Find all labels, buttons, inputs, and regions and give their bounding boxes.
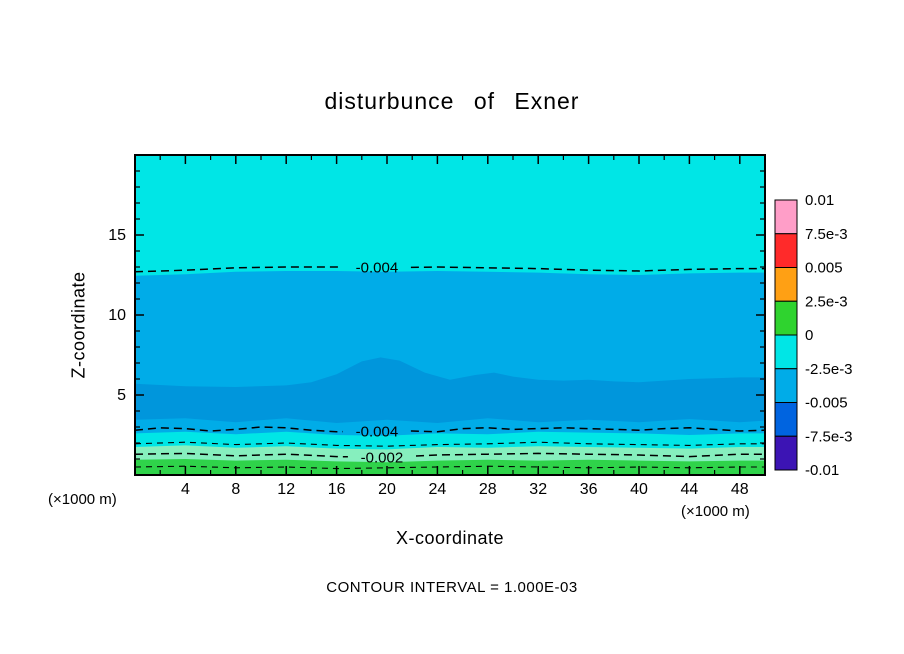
colorbar-tick-label: -0.01 (805, 462, 839, 479)
colorbar-tick-label: -7.5e-3 (805, 428, 853, 445)
x-tick-label: 8 (231, 481, 240, 498)
z-tick-label: 5 (117, 387, 126, 404)
colorbar-segment (774, 300, 798, 336)
contour-lines: -0.004 -0.004 -0.002 (134, 260, 766, 470)
fill-band-green_surface (135, 459, 765, 475)
z-axis-label: Z-coordinate (68, 271, 89, 379)
colorbar-segment (774, 233, 798, 268)
colorbar-tick-label: -2.5e-3 (805, 361, 853, 378)
x-tick-label: 48 (731, 481, 749, 498)
x-tick-label: 12 (277, 481, 295, 498)
x-tick-label: 40 (630, 481, 648, 498)
x-tick-labels: 4 8 12 16 20 24 28 32 36 40 44 48 (181, 481, 749, 498)
colorbar-segment (774, 199, 798, 235)
colorbar: 0.01 7.5e-3 0.005 2.5e-3 0 -2.5e-3 -0.005 -7.5e… (774, 192, 853, 479)
fill-bands (135, 155, 765, 475)
x-tick-label: 20 (378, 481, 396, 498)
chart-title: disturbunce of Exner (324, 88, 580, 114)
axis-ticks (135, 155, 765, 475)
colorbar-tick-label: 0 (805, 327, 813, 344)
colorbar-tick-label: 2.5e-3 (805, 293, 848, 310)
x-tick-label: 32 (529, 481, 547, 498)
x-tick-label: 44 (681, 481, 699, 498)
colorbar-segment (774, 402, 798, 437)
colorbar-segment (774, 267, 798, 302)
x-axis-label: X-coordinate (395, 528, 505, 548)
colorbar-tick-label: 0.005 (805, 260, 843, 277)
x-tick-label: 36 (580, 481, 598, 498)
z-tick-labels: 5 10 15 (108, 227, 126, 404)
x-tick-label: 4 (181, 481, 190, 498)
contour-label: -0.004 (356, 260, 399, 277)
x-tick-label: 28 (479, 481, 497, 498)
z-tick-label: 15 (108, 227, 126, 244)
x-tick-label: 24 (429, 481, 447, 498)
contour-label: -0.002 (361, 449, 404, 466)
z-tick-label: 10 (108, 307, 126, 324)
colorbar-tick-label: -0.005 (805, 395, 848, 412)
colorbar-tick-label: 7.5e-3 (805, 226, 848, 243)
x-tick-label: 16 (328, 481, 346, 498)
x-unit-right: (×1000 m) (681, 503, 750, 520)
contour-interval-caption: CONTOUR INTERVAL = 1.000E-03 (326, 579, 578, 596)
colorbar-segment (774, 368, 798, 403)
x-unit-left: (×1000 m) (48, 491, 117, 508)
colorbar-segment (774, 435, 798, 471)
fill-band-dark_blue_core (135, 357, 765, 423)
contour-label: -0.004 (356, 423, 399, 440)
colorbar-tick-label: 0.01 (805, 192, 834, 209)
colorbar-segment (774, 334, 798, 370)
